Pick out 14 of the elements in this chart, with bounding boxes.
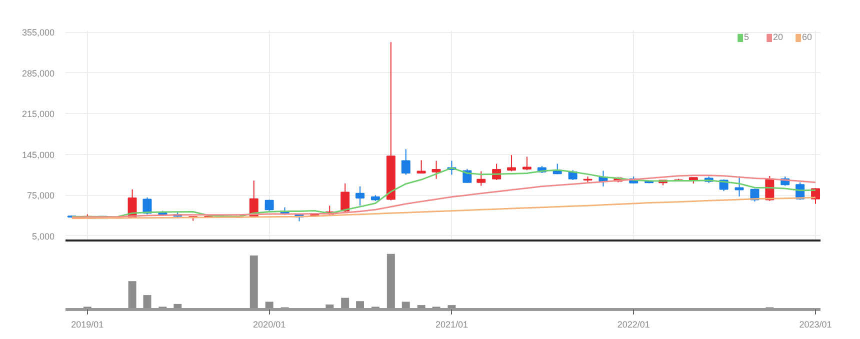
legend-label: 5: [744, 32, 750, 42]
x-tick-label: 2019/01: [71, 320, 104, 330]
x-tick-label: 2022/01: [617, 320, 650, 330]
y-tick-label: 285,000: [22, 68, 55, 78]
y-tick-label: 5,000: [32, 231, 55, 242]
x-tick-label: 2023/01: [799, 320, 832, 330]
y-tick-label: 145,000: [22, 150, 55, 160]
y-tick-label: 75,000: [26, 190, 55, 201]
y-tick-label: 215,000: [22, 109, 55, 120]
legend-label: 20: [773, 32, 784, 42]
y-tick-label: 355,000: [22, 28, 55, 38]
legend-label: 60: [802, 32, 814, 42]
x-tick-label: 2021/01: [435, 320, 468, 330]
x-tick-label: 2020/01: [253, 320, 286, 330]
